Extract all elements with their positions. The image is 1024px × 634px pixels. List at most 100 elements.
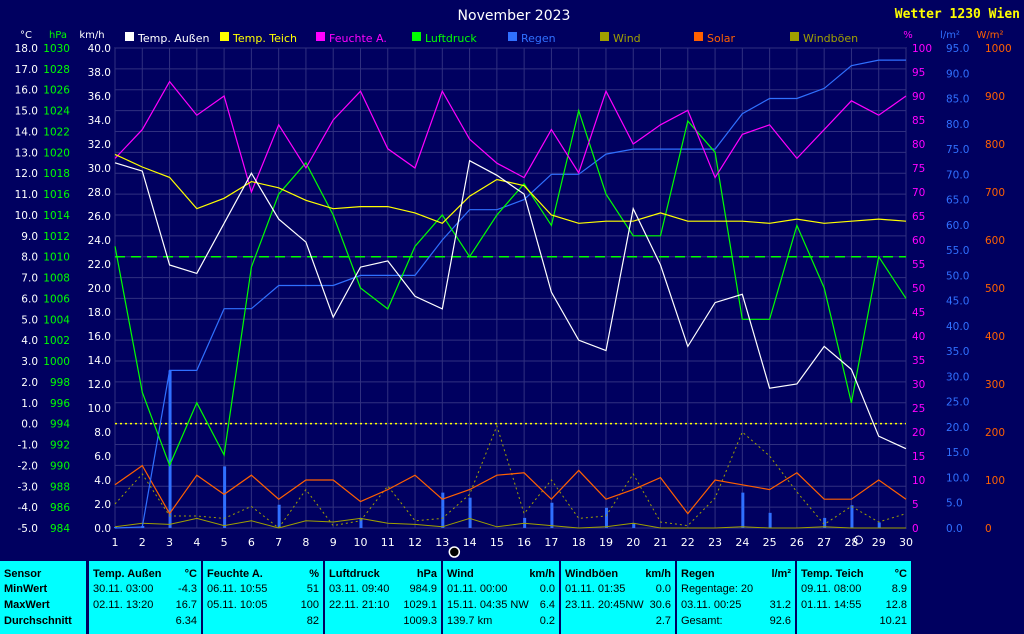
y-tick-label-pressure: 1000 [43, 356, 70, 368]
y-tick-label-wind: 0.0 [94, 523, 111, 535]
y-tick-label-rain: 20.0 [946, 422, 969, 434]
axis-unit-solar: W/m² [976, 30, 1003, 41]
x-tick-label: 6 [248, 536, 255, 549]
stats-row: Regentage: 20 [681, 582, 791, 597]
y-tick-label-rain: 45.0 [946, 296, 969, 308]
y-tick-label-humidity: 100 [912, 43, 932, 55]
y-tick-label-temp: -4.0 [18, 502, 39, 514]
stats-row-time: 23.11. 20:45NW [565, 599, 644, 611]
y-tick-label-wind: 32.0 [88, 139, 111, 151]
rain-bar [468, 497, 472, 528]
stats-row-value: 30.6 [649, 599, 671, 611]
stats-row-time: 09.11. 08:00 [801, 583, 862, 595]
y-tick-label-humidity: 25 [912, 403, 925, 415]
stats-row: 82 [207, 614, 319, 629]
stats-header: Luftdruck hPa [329, 567, 437, 582]
y-tick-label-pressure: 1010 [43, 252, 70, 264]
legend-swatch [316, 32, 325, 41]
stats-row: 139.7 km 0.2 [447, 614, 555, 629]
x-tick-label: 23 [708, 536, 722, 549]
y-tick-label-humidity: 60 [912, 235, 925, 247]
stats-row-value: 0.2 [539, 615, 555, 627]
y-tick-label-rain: 10.0 [946, 472, 969, 484]
x-tick-label: 18 [572, 536, 586, 549]
stats-row: 01.11. 01:35 0.0 [565, 582, 671, 597]
stats-row-time: 03.11. 00:25 [681, 599, 742, 611]
y-tick-label-wind: 12.0 [88, 379, 111, 391]
y-tick-label-pressure: 1004 [43, 314, 70, 326]
series-feuchte-a [114, 80, 907, 194]
stats-row: 02.11. 13:20 16.7 [93, 598, 197, 613]
y-tick-label-wind: 10.0 [88, 403, 111, 415]
y-tick-label-wind: 8.0 [94, 427, 111, 439]
y-tick-label-temp: 8.0 [21, 252, 38, 264]
rain-bar [823, 517, 827, 528]
stats-row: 10.21 [801, 614, 907, 629]
stats-row-value: 82 [306, 615, 319, 627]
series-temp-außen [114, 159, 907, 450]
y-tick-label-wind: 34.0 [88, 115, 111, 127]
y-tick-label-rain: 55.0 [946, 245, 969, 257]
stats-row-value: 6.34 [175, 615, 197, 627]
stats-head-unit: % [309, 568, 319, 580]
y-tick-label-temp: 0.0 [21, 419, 38, 431]
stats-head-unit: °C [184, 568, 197, 580]
y-tick-label-rain: 90.0 [946, 68, 969, 80]
y-tick-label-pressure: 1014 [43, 210, 70, 222]
x-tick-label: 8 [302, 536, 309, 549]
y-tick-label-wind: 28.0 [88, 187, 111, 199]
x-tick-label: 9 [330, 536, 337, 549]
legend-swatch [412, 32, 421, 41]
stats-row-label: MinWert [4, 583, 48, 595]
x-tick-label: 20 [626, 536, 640, 549]
y-tick-label-solar: 200 [985, 427, 1005, 439]
stats-head-label: Windböen [565, 568, 619, 580]
stats-row: MaxWert [4, 598, 82, 613]
stats-row: 01.11. 00:00 0.0 [447, 582, 555, 597]
y-tick-label-temp: -5.0 [18, 523, 39, 535]
y-tick-label-temp: -1.0 [18, 440, 39, 452]
rain-bar [850, 505, 854, 528]
new-moon-icon [448, 546, 461, 558]
legend-label: Solar [707, 32, 736, 45]
x-tick-label: 28 [844, 536, 858, 549]
stats-row-value: 2.7 [655, 615, 671, 627]
legend-swatch [220, 32, 229, 41]
stats-row-value: 12.8 [885, 599, 907, 611]
stats-head-label: Feuchte A. [207, 568, 263, 580]
stats-panel: Feuchte A.% 06.11. 10:55 51 05.11. 10:05 100… [203, 561, 323, 634]
y-tick-label-temp: 7.0 [21, 273, 38, 285]
chart-title: November 2023 [458, 8, 571, 24]
y-tick-label-rain: 65.0 [946, 195, 969, 207]
y-tick-label-wind: 40.0 [88, 43, 111, 55]
y-tick-label-wind: 4.0 [94, 475, 111, 487]
y-tick-label-solar: 900 [985, 91, 1005, 103]
x-tick-label: 16 [517, 536, 531, 549]
x-tick-label: 21 [654, 536, 668, 549]
rain-bar [550, 502, 554, 528]
stats-head-unit: km/h [645, 568, 671, 580]
stats-row-value: 92.6 [769, 615, 791, 627]
stats-header: Feuchte A.% [207, 567, 319, 582]
stats-row-value: 0.0 [655, 583, 671, 595]
y-tick-label-pressure: 984 [50, 523, 70, 535]
y-tick-label-pressure: 998 [50, 377, 70, 389]
series-luftdruck [114, 108, 907, 468]
x-tick-label: 17 [544, 536, 558, 549]
stats-row-time: 139.7 km [447, 615, 493, 627]
y-tick-label-rain: 70.0 [946, 169, 969, 181]
y-tick-label-pressure: 986 [50, 502, 70, 514]
rain-bar [441, 492, 445, 528]
x-tick-label: 15 [490, 536, 504, 549]
stats-head-unit: l/m² [771, 568, 791, 580]
y-tick-label-wind: 20.0 [88, 283, 111, 295]
stats-row: 23.11. 20:45NW 30.6 [565, 598, 671, 613]
x-tick-label: 19 [599, 536, 613, 549]
stats-head-unit: °C [894, 568, 907, 580]
legend-swatch [694, 32, 703, 41]
y-tick-label-temp: 3.0 [21, 356, 38, 368]
y-tick-label-solar: 300 [985, 379, 1005, 391]
y-tick-label-temp: 13.0 [15, 147, 38, 159]
rain-bar [223, 466, 227, 528]
y-tick-label-humidity: 70 [912, 187, 925, 199]
